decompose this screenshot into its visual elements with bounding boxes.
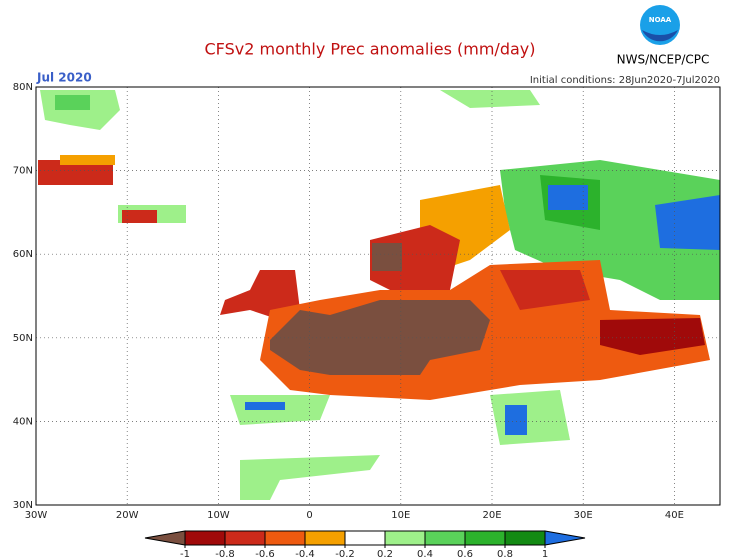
lat-tick-label: 30N: [13, 500, 33, 511]
lon-tick-label: 10E: [391, 510, 410, 521]
lat-tick-label: 40N: [13, 416, 33, 427]
colorbar-swatch: [464, 530, 506, 546]
map: [35, 86, 721, 506]
colorbar-label: -1: [180, 549, 190, 560]
lat-tick-label: 80N: [13, 82, 33, 93]
map-border: [35, 86, 721, 506]
lon-tick-label: 0: [306, 510, 312, 521]
colorbar-label: 0.2: [377, 549, 393, 560]
lon-tick-label: 30W: [25, 510, 48, 521]
month: Jul 2020: [36, 71, 92, 85]
colorbar-swatch: [344, 530, 386, 546]
colorbar-swatch: [384, 530, 426, 546]
colorbar-label: 0.8: [497, 549, 513, 560]
lon-tick-label: 30E: [574, 510, 593, 521]
colorbar-swatch: [424, 530, 466, 546]
colorbar: -1 -0.8 -0.6 -0.4 -0.2 0.2 0.4 0.6 0.8 1: [144, 530, 586, 560]
colorbar-label: -0.6: [255, 549, 275, 560]
colorbar-swatch: [264, 530, 306, 546]
colorbar-label: -0.2: [335, 549, 355, 560]
logo: NOAA: [640, 5, 680, 45]
initial-conditions: Initial conditions: 28Jun2020-7Jul2020: [530, 75, 720, 86]
colorbar-label: 0.4: [417, 549, 433, 560]
colorbar-low: [144, 530, 186, 546]
colorbar-label: -0.4: [295, 549, 315, 560]
colorbar-label: 0.6: [457, 549, 473, 560]
title: CFSv2 monthly Prec anomalies (mm/day): [205, 40, 536, 59]
lon-tick-label: 20W: [116, 510, 139, 521]
lon-tick-label: 20E: [482, 510, 501, 521]
logo-text: NOAA: [649, 16, 672, 24]
lat-tick-label: 60N: [13, 249, 33, 260]
colorbar-swatch: [304, 530, 346, 546]
anomaly-fields: [38, 90, 720, 500]
lon-tick-label: 40E: [665, 510, 684, 521]
colorbar-label: -0.8: [215, 549, 235, 560]
colorbar-swatch: [184, 530, 226, 546]
lon-tick-label: 10W: [207, 510, 230, 521]
colorbar-high: [544, 530, 586, 546]
lat-tick-label: 70N: [13, 166, 33, 177]
colorbar-swatch: [504, 530, 546, 546]
colorbar-label: 1: [542, 549, 548, 560]
lat-tick-label: 50N: [13, 333, 33, 344]
colorbar-swatch: [224, 530, 266, 546]
agency: NWS/NCEP/CPC: [617, 53, 710, 67]
